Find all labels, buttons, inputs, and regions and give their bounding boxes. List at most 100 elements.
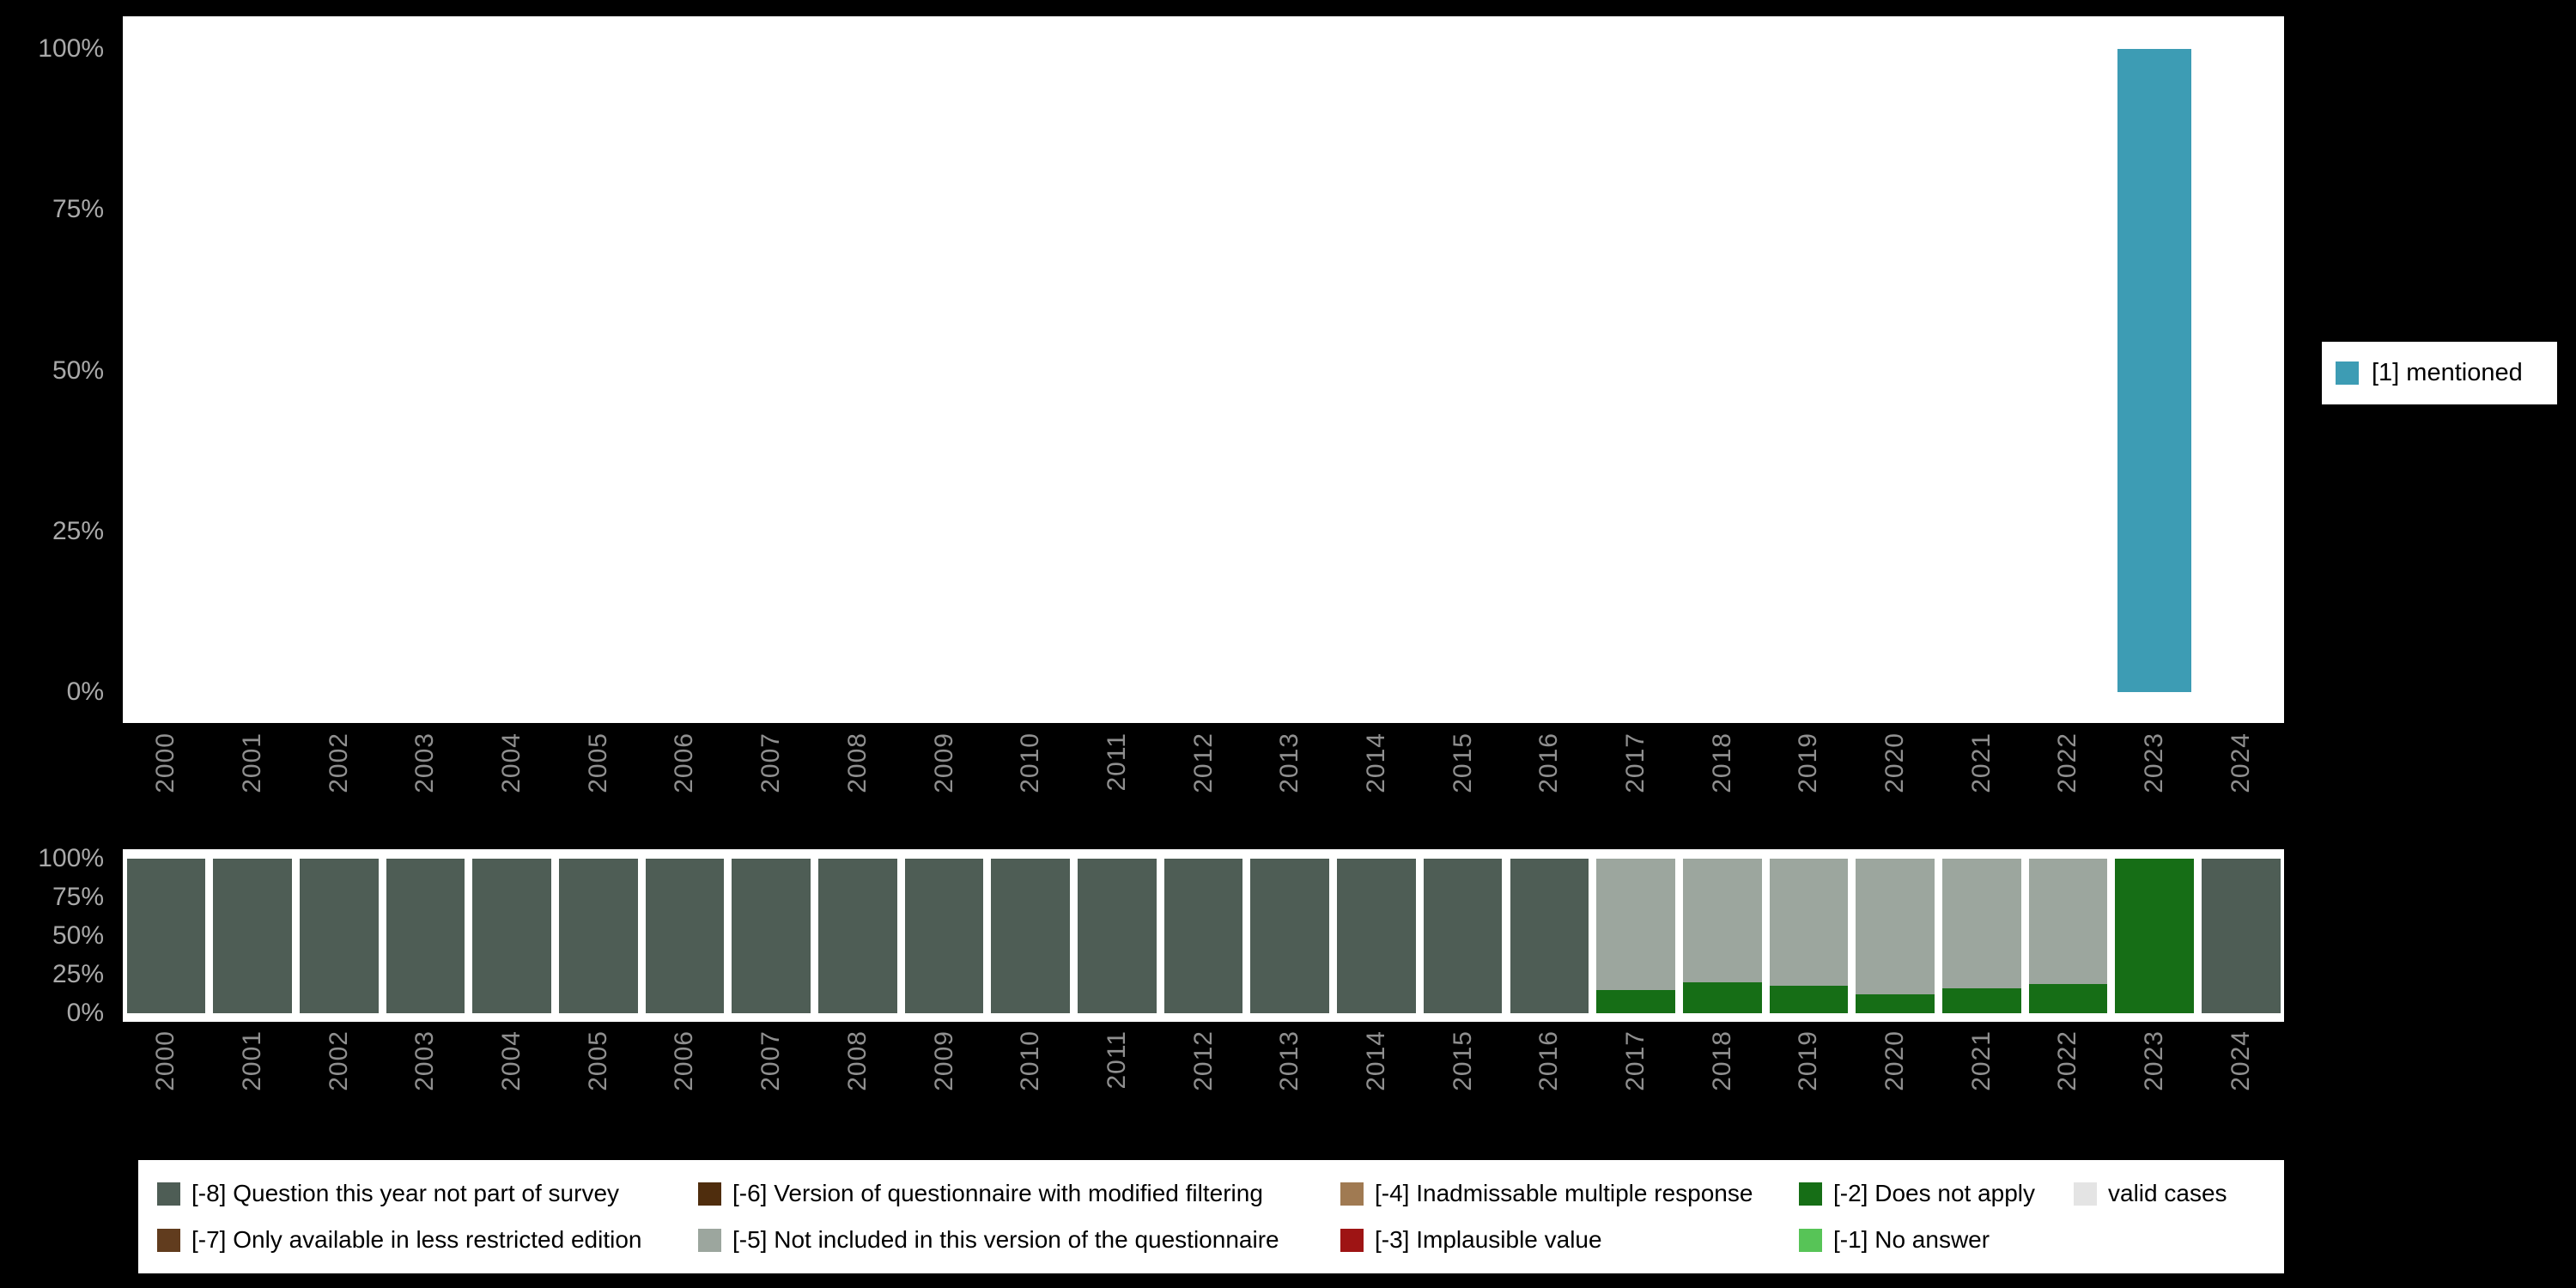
- x-axis-tick: 2014: [1334, 1030, 1420, 1146]
- bar-segment: [1337, 859, 1416, 1013]
- x-axis-tick: 2003: [382, 732, 469, 848]
- x-axis-tick: 2009: [901, 1030, 987, 1146]
- x-axis-label: 2023: [2141, 1030, 2168, 1091]
- bar-column-2009: [901, 859, 987, 1013]
- x-axis-tick: 2002: [295, 732, 382, 848]
- x-axis-label: 2010: [1017, 732, 1044, 793]
- x-axis-label: 2005: [585, 1030, 612, 1091]
- legend-swatch: [157, 1182, 180, 1206]
- x-axis-tick: 2001: [210, 1030, 296, 1146]
- x-axis-tick: 2023: [2111, 1030, 2198, 1146]
- bar-segment: [1942, 988, 2021, 1013]
- bar-column-2013: [1247, 49, 1334, 692]
- x-axis-tick: 2007: [728, 1030, 815, 1146]
- legend-swatch: [1340, 1182, 1364, 1206]
- x-axis-label: 2015: [1449, 732, 1477, 793]
- bottom-chart-x-axis: 2000200120022003200420052006200720082009…: [123, 1030, 2284, 1146]
- x-axis-tick: 2022: [2025, 732, 2111, 848]
- bar-segment: [1510, 859, 1589, 1013]
- bar-column-2012: [1160, 859, 1247, 1013]
- x-axis-tick: 2016: [1506, 732, 1593, 848]
- bar-column-2001: [210, 49, 296, 692]
- bar-segment: [1856, 994, 1935, 1013]
- x-axis-tick: 2010: [987, 732, 1074, 848]
- x-axis-tick: 2024: [2198, 732, 2285, 848]
- mentioned-legend-label: [1] mentioned: [2372, 359, 2523, 387]
- x-axis-label: 2020: [1881, 732, 1909, 793]
- x-axis-label: 2009: [931, 732, 958, 793]
- y-axis-tick-label: 75%: [0, 883, 104, 912]
- bar-column-2007: [728, 49, 815, 692]
- x-axis-label: 2019: [1795, 1030, 1822, 1091]
- legend-item: [-7] Only available in less restricted e…: [157, 1226, 641, 1254]
- bar-segment: [1942, 859, 2021, 988]
- bar-segment: [559, 859, 638, 1013]
- bar-column-2014: [1334, 49, 1420, 692]
- legend-item: [-6] Version of questionnaire with modif…: [698, 1180, 1263, 1207]
- x-axis-tick: 2008: [815, 732, 902, 848]
- x-axis-tick: 2005: [555, 1030, 641, 1146]
- bar-column-2004: [469, 49, 556, 692]
- x-axis-label: 2018: [1709, 1030, 1736, 1091]
- x-axis-tick: 2020: [1852, 732, 1939, 848]
- legend-item: valid cases: [2074, 1180, 2227, 1207]
- bar-column-2019: [1765, 49, 1852, 692]
- x-axis-tick: 2020: [1852, 1030, 1939, 1146]
- x-axis-label: 2010: [1017, 1030, 1044, 1091]
- bar-segment: [1596, 990, 1675, 1013]
- x-axis-tick: 2006: [641, 732, 728, 848]
- bar-column-2006: [641, 859, 728, 1013]
- bar-column-2003: [382, 859, 469, 1013]
- x-axis-label: 2018: [1709, 732, 1736, 793]
- y-axis-tick-label: 100%: [0, 844, 104, 873]
- bar-column-2009: [901, 49, 987, 692]
- x-axis-label: 2015: [1449, 1030, 1477, 1091]
- x-axis-label: 2009: [931, 1030, 958, 1091]
- bottom-chart-panel: [123, 849, 2284, 1022]
- legend-label: [-7] Only available in less restricted e…: [191, 1226, 641, 1254]
- x-axis-tick: 2011: [1074, 732, 1161, 848]
- x-axis-tick: 2024: [2198, 1030, 2285, 1146]
- bar-column-2020: [1852, 859, 1939, 1013]
- x-axis-tick: 2009: [901, 732, 987, 848]
- x-axis-tick: 2015: [1419, 732, 1506, 848]
- x-axis-label: 2008: [844, 732, 872, 793]
- bar-column-2022: [2025, 859, 2111, 1013]
- bar-segment: [1683, 982, 1762, 1013]
- bar-segment: [386, 859, 465, 1013]
- top-chart-x-axis: 2000200120022003200420052006200720082009…: [123, 732, 2284, 848]
- bar-segment: [2117, 49, 2192, 692]
- x-axis-label: 2017: [1622, 732, 1649, 793]
- x-axis-tick: 2011: [1074, 1030, 1161, 1146]
- bar-segment: [213, 859, 292, 1013]
- x-axis-label: 2000: [152, 1030, 179, 1091]
- x-axis-label: 2001: [239, 732, 266, 793]
- bar-segment: [1770, 859, 1849, 986]
- legend-swatch: [1799, 1229, 1822, 1252]
- bar-segment: [2202, 859, 2281, 1013]
- bar-column-2000: [123, 49, 210, 692]
- y-axis-tick-label: 25%: [0, 960, 104, 989]
- x-axis-label: 2024: [2227, 732, 2255, 793]
- bar-segment: [905, 859, 984, 1013]
- bar-column-2000: [123, 859, 210, 1013]
- x-axis-label: 2012: [1190, 732, 1218, 793]
- bar-segment: [732, 859, 811, 1013]
- x-axis-label: 2007: [757, 1030, 785, 1091]
- x-axis-tick: 2019: [1765, 732, 1852, 848]
- bar-column-2016: [1506, 49, 1593, 692]
- bar-segment: [991, 859, 1070, 1013]
- legend-item: [-1] No answer: [1799, 1226, 1990, 1254]
- legend-item: [-3] Implausible value: [1340, 1226, 1602, 1254]
- y-axis-tick-label: 50%: [0, 921, 104, 951]
- missing-values-legend: [-8] Question this year not part of surv…: [138, 1160, 2284, 1273]
- bar-column-2004: [469, 859, 556, 1013]
- bar-column-2008: [815, 49, 902, 692]
- legend-item: [-4] Inadmissable multiple response: [1340, 1180, 1753, 1207]
- legend-label: [-8] Question this year not part of surv…: [191, 1180, 619, 1207]
- x-axis-label: 2020: [1881, 1030, 1909, 1091]
- bar-column-2001: [210, 859, 296, 1013]
- legend-swatch: [157, 1229, 180, 1252]
- legend-label: [-2] Does not apply: [1833, 1180, 2035, 1207]
- mentioned-legend-swatch: [2336, 361, 2359, 385]
